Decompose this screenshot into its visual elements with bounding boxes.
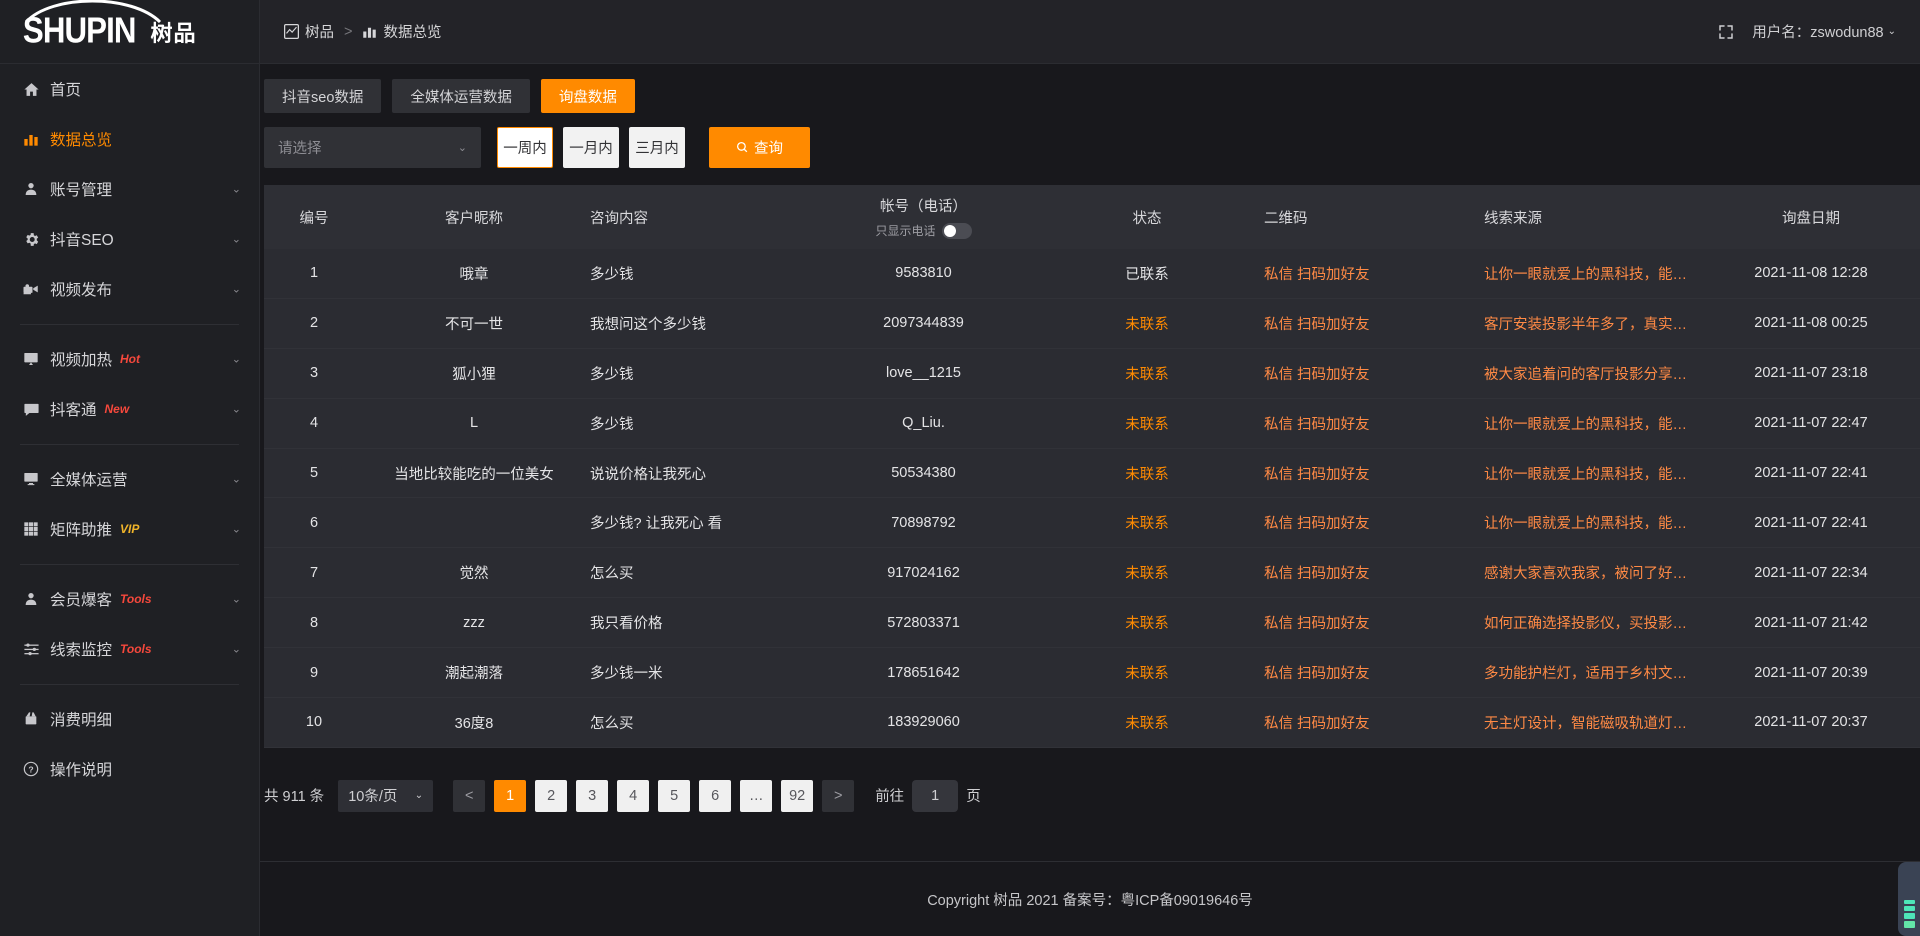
svg-text:?: ? — [28, 764, 33, 774]
